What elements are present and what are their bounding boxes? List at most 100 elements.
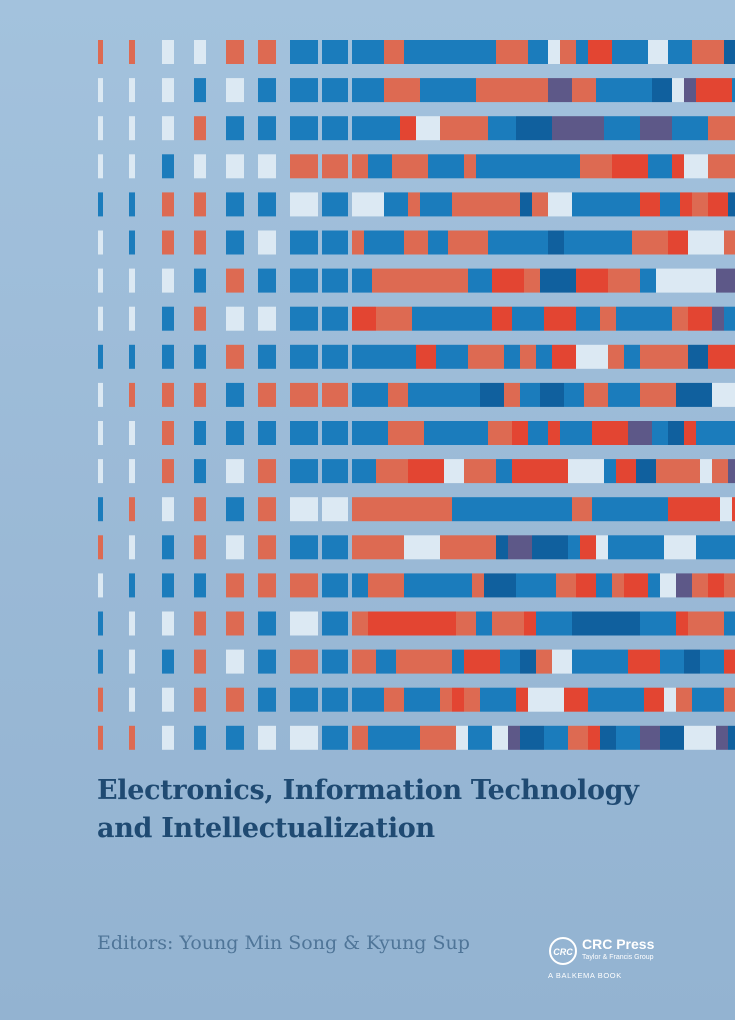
pattern-block [732,421,735,445]
pattern-block [352,382,364,407]
editors-line: Editors: Young Min Song & Kyung Sup [97,932,470,954]
pattern-block [460,40,496,64]
pattern-block [624,344,640,369]
pattern-block [162,497,174,522]
pattern-block [436,344,468,369]
pattern-block [352,344,384,369]
pattern-block [98,230,103,255]
pattern-block [290,306,318,331]
pattern-block [290,154,318,179]
pattern-block [480,687,516,712]
pattern-block [732,497,735,522]
pattern-block [636,459,656,484]
pattern-block [162,459,174,484]
pattern-block [194,459,206,484]
pattern-block [500,116,516,141]
pattern-block [728,725,735,750]
pattern-block [544,154,560,179]
pattern-block [436,497,452,522]
pattern-block [520,382,540,407]
pattern-block [464,649,500,674]
pattern-block [712,421,732,445]
pattern-block [258,497,276,522]
pattern-block [194,344,206,369]
pattern-block [576,230,608,255]
pattern-block [400,116,416,141]
pattern-block [660,725,684,750]
pattern-block [660,192,680,217]
pattern-block [540,382,564,407]
svg-text:CRC: CRC [553,947,573,957]
pixel-stripe-pattern [98,40,735,750]
pattern-block [162,154,174,179]
pattern-block [376,459,408,484]
pattern-block [226,306,244,331]
pattern-block [660,573,676,598]
pattern-block [560,154,580,179]
pattern-block [290,192,318,217]
pattern-block [98,40,103,64]
pattern-block [290,40,318,64]
pattern-block [352,421,388,445]
pattern-block [129,344,135,369]
pattern-block [656,344,672,369]
pattern-block [572,649,608,674]
pattern-block [129,78,135,103]
pattern-block [98,116,103,141]
pattern-block [584,116,604,141]
pattern-block [322,573,348,598]
pattern-block [568,459,604,484]
pattern-block [516,573,540,598]
pattern-block [572,497,592,522]
pattern-block [496,535,508,560]
pattern-block [716,268,735,293]
pattern-block [420,611,456,636]
pattern-block [536,344,552,369]
publisher-logo: CRC CRC Press Taylor & Francis Group A B… [548,934,688,984]
pattern-block [668,40,692,64]
pattern-block [728,192,735,217]
pattern-block [258,382,276,407]
pattern-block [226,459,244,484]
pattern-block [194,116,206,141]
pattern-block [420,268,440,293]
pattern-block [388,497,400,522]
pattern-block [504,344,520,369]
pattern-block [129,154,135,179]
pattern-block [540,268,576,293]
pattern-block [352,230,364,255]
pattern-block [440,649,452,674]
pattern-block [258,725,276,750]
pattern-block [544,725,568,750]
pattern-block [640,382,676,407]
pattern-block [480,382,504,407]
pattern-block [368,116,400,141]
pattern-block [684,421,696,445]
pattern-block [608,382,640,407]
pattern-block [258,306,276,331]
pattern-block [98,459,103,484]
pattern-block [696,535,712,560]
pattern-block [290,421,318,445]
pattern-block [608,230,632,255]
pattern-block [322,306,348,331]
pattern-block [664,687,676,712]
pattern-block [364,382,388,407]
pattern-block [672,344,688,369]
pattern-block [468,725,492,750]
pattern-block [708,344,732,369]
pattern-block [636,154,648,179]
pattern-block [226,611,244,636]
pattern-block [352,725,368,750]
pattern-block [384,687,404,712]
pattern-block [608,535,628,560]
pattern-block [352,687,372,712]
pattern-block [592,421,628,445]
pattern-block [512,421,528,445]
book-title: Electronics, Information Technology and … [97,772,717,848]
publisher-imprint: A BALKEMA BOOK [548,971,622,980]
pattern-block [596,535,608,560]
pattern-block [640,116,672,141]
pattern-block [492,611,524,636]
pattern-block [226,573,244,598]
